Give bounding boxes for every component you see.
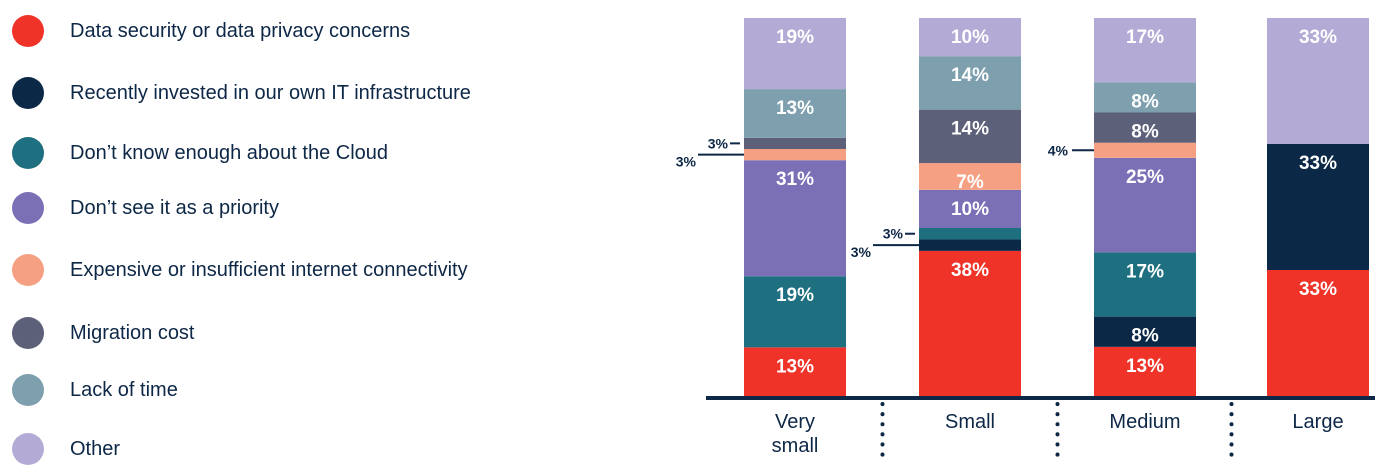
bar-segment [744,347,846,396]
category-label: Medium [1109,411,1180,433]
legend-swatch [12,317,44,349]
category-label: Very small [772,411,819,457]
bar-segment [919,109,1021,164]
bar-segment [1267,144,1369,270]
legend-label: Don’t know enough about the Cloud [70,141,389,164]
legend-item-lack-of-time: Lack of time [12,373,178,407]
data-label: 33% [1299,27,1337,48]
bar-segment [919,56,1021,110]
data-label: 14% [951,65,989,86]
bar-segment [1094,82,1196,113]
bar-segment [1094,157,1196,253]
callout-label: 3% [676,154,697,170]
legend-swatch [12,433,44,465]
data-label: 8% [1131,326,1159,347]
bar-segment [919,228,1021,240]
data-label: 7% [956,172,984,193]
legend-swatch [12,137,44,169]
legend: Data security or data privacy concerns R… [0,0,640,466]
data-label: 17% [1126,27,1164,48]
legend-swatch [12,374,44,406]
legend-label: Other [70,437,121,460]
bar-segment [919,18,1021,57]
category-label: Large [1292,411,1343,433]
legend-label: Lack of time [70,378,178,401]
callout-label: 3% [851,244,872,260]
bar-segment [1094,316,1196,347]
bar-segment [919,163,1021,190]
bar-segment [919,189,1021,228]
bar-segment [1094,112,1196,143]
data-label: 25% [1126,167,1164,188]
callout-label: 3% [708,135,729,151]
bar-segment [919,250,1021,396]
data-label: 33% [1299,153,1337,174]
data-label: 10% [951,199,989,220]
legend-item-other: Other [12,432,120,466]
bar-segment [919,239,1021,251]
legend-item-it-infrastructure: Recently invested in our own IT infrastr… [12,76,471,110]
legend-label: Don’t see it as a priority [70,196,279,219]
bar-segment [1094,18,1196,83]
legend-label: Data security or data privacy concerns [70,19,411,42]
callout-label: 4% [1048,142,1069,158]
data-label: 13% [1126,356,1164,377]
category-label: Small [945,411,995,433]
legend-item-not-priority: Don’t see it as a priority [12,191,279,225]
bar-segment [1094,346,1196,396]
data-label: 14% [951,119,989,140]
legend-label: Recently invested in our own IT infrastr… [70,81,471,104]
bar-segment [744,160,846,277]
data-label: 31% [776,169,814,190]
legend-label: Migration cost [70,321,195,344]
legend-item-dont-know-cloud: Don’t know enough about the Cloud [12,136,388,170]
legend-item-migration-cost: Migration cost [12,316,195,350]
data-label: 8% [1131,122,1159,143]
bar-segment [1094,142,1196,158]
legend-swatch [12,15,44,47]
legend-item-internet-connectivity: Expensive or insufficient internet conne… [12,253,468,287]
bar-segment [744,137,846,149]
legend-label: Expensive or insufficient internet conne… [70,258,468,281]
bar-segment [744,18,846,90]
data-label: 10% [951,27,989,48]
data-label: 19% [776,27,814,48]
bar-segment [1267,18,1369,144]
data-label: 13% [776,356,814,377]
legend-swatch [12,77,44,109]
legend-swatch [12,254,44,286]
data-label: 38% [951,260,989,281]
bar-segment [1267,270,1369,396]
callout-label: 3% [883,226,904,242]
bar-segment [744,148,846,161]
data-label: 33% [1299,279,1337,300]
bar-segment [744,89,846,138]
bar-segment [1094,252,1196,317]
bar-segment [744,276,846,348]
data-label: 13% [776,98,814,119]
legend-item-data-security: Data security or data privacy concerns [12,14,410,48]
data-label: 19% [776,285,814,306]
legend-swatch [12,192,44,224]
data-label: 17% [1126,261,1164,282]
data-label: 8% [1131,91,1159,112]
